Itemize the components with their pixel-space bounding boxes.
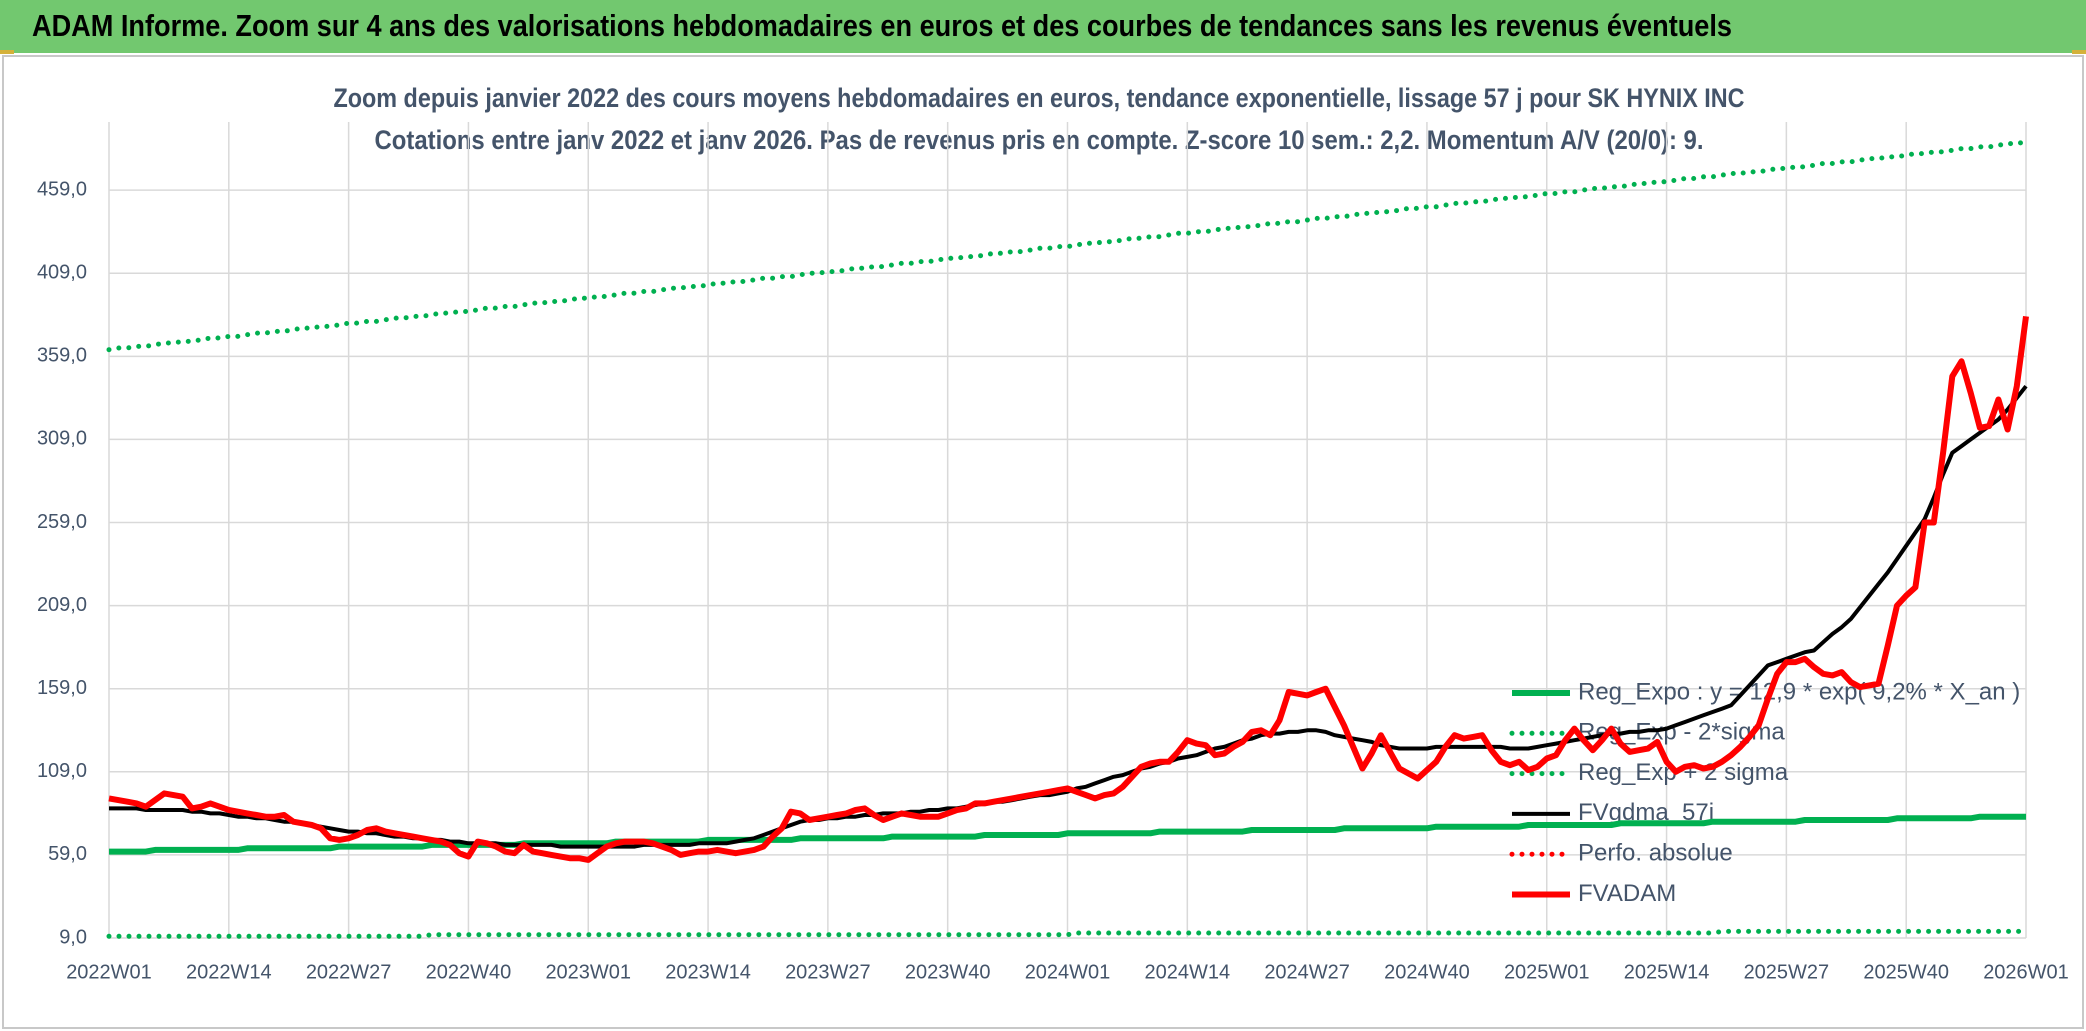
header-corner [0, 50, 14, 54]
x-tick-label: 2024W40 [1384, 961, 1470, 983]
x-tick-label: 2023W40 [905, 961, 991, 983]
x-tick-label: 2023W14 [665, 961, 751, 983]
x-tick-label: 2024W01 [1025, 961, 1111, 983]
x-tick-label: 2025W27 [1744, 961, 1830, 983]
legend-label: Reg_Exp + 2 sigma [1578, 759, 1789, 786]
y-tick-label: 309,0 [37, 428, 87, 450]
header-title: ADAM Informe. Zoom sur 4 ans des valoris… [32, 8, 1732, 43]
y-tick-label: 359,0 [37, 345, 87, 367]
legend-label: Perfo. absolue [1578, 840, 1733, 867]
x-tick-label: 2022W01 [66, 961, 152, 983]
x-tick-label: 2023W01 [545, 961, 631, 983]
y-tick-label: 109,0 [37, 760, 87, 782]
series-line [106, 139, 2029, 353]
x-tick-label: 2022W14 [186, 961, 272, 983]
x-tick-label: 2025W40 [1863, 961, 1949, 983]
series-line [108, 316, 2029, 863]
y-tick-label: 459,0 [37, 178, 87, 200]
y-tick-label: 209,0 [37, 594, 87, 616]
x-tick-label: 2022W40 [426, 961, 512, 983]
series-line [106, 928, 2029, 939]
x-tick-label: 2026W01 [1983, 961, 2069, 983]
y-tick-label: 159,0 [37, 677, 87, 699]
x-tick-label: 2022W27 [306, 961, 392, 983]
chart-title: Zoom depuis janvier 2022 des cours moyen… [334, 83, 1745, 113]
x-tick-label: 2023W27 [785, 961, 871, 983]
x-tick-label: 2025W14 [1624, 961, 1710, 983]
x-tick-label: 2024W14 [1145, 961, 1231, 983]
header-bar [0, 0, 2086, 53]
chart-subtitle: Cotations entre janv 2022 et janv 2026. … [375, 125, 1704, 155]
legend-label: Reg_Expo : y = 12,9 * exp( 9,2% * X_an ) [1578, 678, 2020, 705]
x-tick-label: 2025W01 [1504, 961, 1590, 983]
header-corner [2072, 50, 2086, 54]
y-tick-label: 59,0 [48, 843, 87, 865]
legend-label: FVADAM [1578, 880, 1676, 907]
chart-frame [2, 55, 2084, 1029]
series-line [109, 813, 2026, 855]
y-tick-label: 9,0 [59, 926, 87, 948]
y-tick-label: 259,0 [37, 511, 87, 533]
x-tick-label: 2024W27 [1264, 961, 1350, 983]
y-tick-label: 409,0 [37, 262, 87, 284]
